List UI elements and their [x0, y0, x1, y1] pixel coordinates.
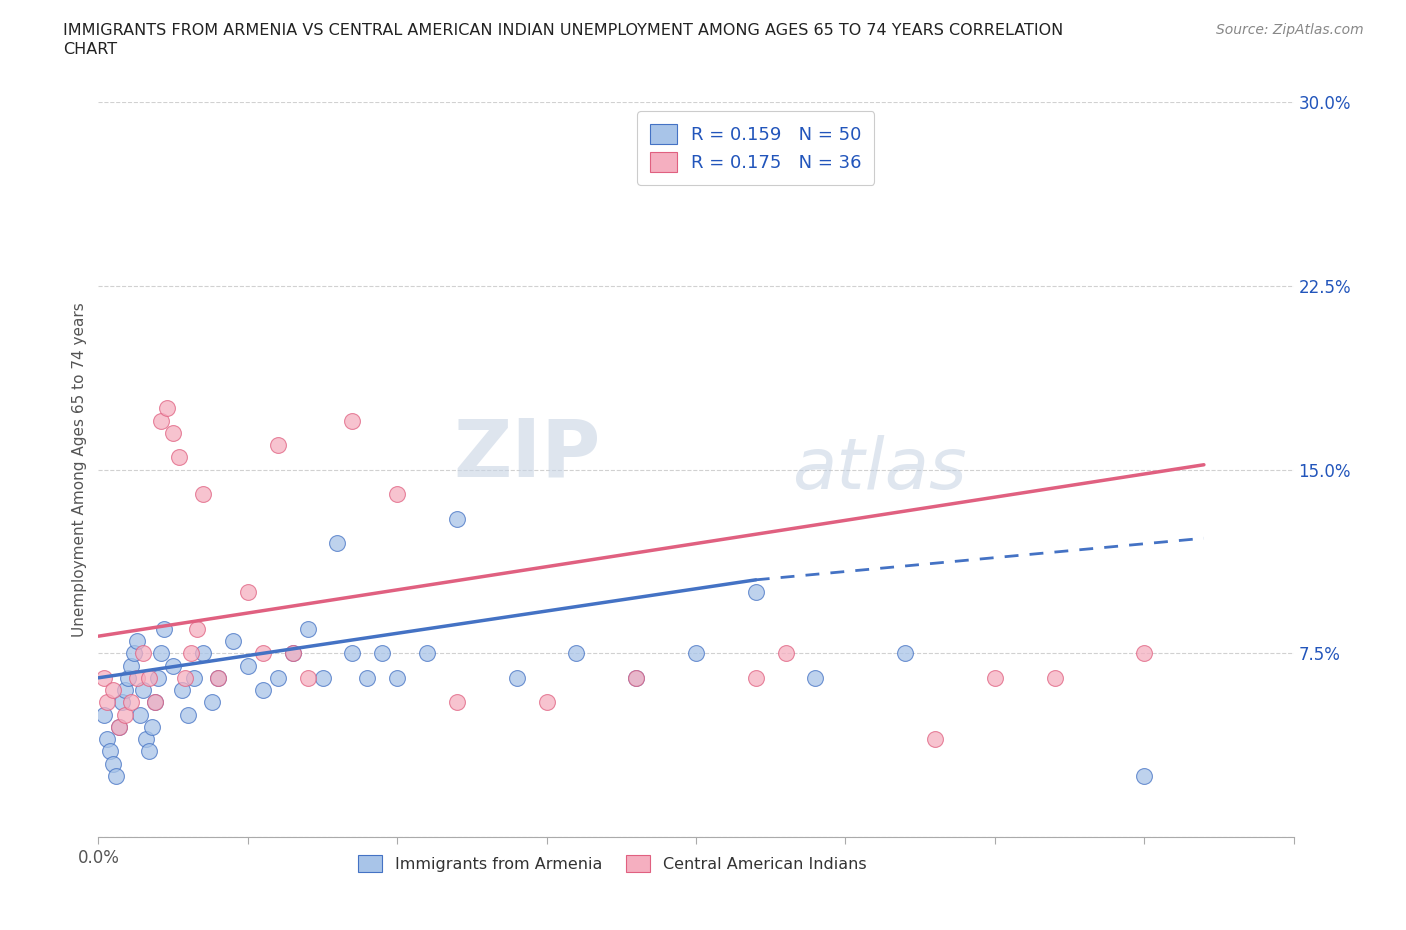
Point: [124, 646, 146, 661]
Point: [385, 671, 409, 685]
Y-axis label: Unemployment Among Ages 65 to 74 years: Unemployment Among Ages 65 to 74 years: [72, 302, 87, 637]
Point: [924, 732, 946, 747]
Point: [356, 671, 378, 685]
Point: [252, 646, 274, 661]
Point: [143, 695, 166, 710]
Point: [156, 401, 179, 416]
Point: [775, 646, 797, 661]
Point: [127, 671, 149, 685]
Point: [281, 646, 304, 661]
Point: [153, 621, 176, 636]
Point: [1133, 646, 1156, 661]
Point: [180, 646, 202, 661]
Point: [183, 671, 205, 685]
Point: [96, 732, 118, 747]
Point: [236, 585, 259, 600]
Point: [371, 646, 394, 661]
Point: [207, 671, 229, 685]
Point: [326, 536, 349, 551]
Point: [103, 756, 125, 771]
Point: [93, 707, 115, 722]
Point: [191, 486, 214, 501]
Point: [111, 695, 134, 710]
Text: IMMIGRANTS FROM ARMENIA VS CENTRAL AMERICAN INDIAN UNEMPLOYMENT AMONG AGES 65 TO: IMMIGRANTS FROM ARMENIA VS CENTRAL AMERI…: [63, 23, 1063, 38]
Point: [167, 450, 190, 465]
Point: [127, 633, 149, 648]
Point: [114, 683, 136, 698]
Point: [138, 744, 160, 759]
Point: [132, 646, 155, 661]
Point: [894, 646, 917, 661]
Point: [207, 671, 229, 685]
Point: [98, 744, 122, 759]
Point: [506, 671, 529, 685]
Point: [685, 646, 707, 661]
Point: [143, 695, 166, 710]
Point: [536, 695, 558, 710]
Point: [120, 695, 142, 710]
Point: [745, 671, 768, 685]
Point: [105, 768, 128, 783]
Point: [297, 621, 319, 636]
Point: [984, 671, 1007, 685]
Point: [236, 658, 259, 673]
Point: [177, 707, 200, 722]
Point: [96, 695, 118, 710]
Point: [93, 671, 115, 685]
Point: [626, 671, 648, 685]
Point: [150, 413, 173, 428]
Text: ZIP: ZIP: [453, 416, 600, 494]
Point: [626, 671, 648, 685]
Point: [141, 720, 163, 735]
Point: [311, 671, 333, 685]
Text: atlas: atlas: [792, 435, 966, 504]
Point: [565, 646, 588, 661]
Point: [103, 683, 125, 698]
Point: [162, 658, 184, 673]
Point: [267, 671, 290, 685]
Point: [108, 720, 131, 735]
Point: [172, 683, 194, 698]
Point: [446, 512, 468, 526]
Point: [834, 144, 856, 159]
Text: CHART: CHART: [63, 42, 117, 57]
Point: [745, 585, 768, 600]
Point: [114, 707, 136, 722]
Point: [150, 646, 173, 661]
Point: [267, 438, 290, 453]
Point: [174, 671, 197, 685]
Point: [1133, 768, 1156, 783]
Point: [342, 413, 364, 428]
Point: [186, 621, 208, 636]
Point: [342, 646, 364, 661]
Point: [1043, 671, 1066, 685]
Point: [297, 671, 319, 685]
Point: [252, 683, 274, 698]
Point: [120, 658, 142, 673]
Point: [281, 646, 304, 661]
Point: [446, 695, 468, 710]
Point: [135, 732, 157, 747]
Point: [804, 671, 827, 685]
Point: [385, 486, 409, 501]
Point: [132, 683, 155, 698]
Point: [416, 646, 439, 661]
Point: [162, 426, 184, 441]
Point: [148, 671, 170, 685]
Point: [117, 671, 139, 685]
Legend: Immigrants from Armenia, Central American Indians: Immigrants from Armenia, Central America…: [350, 847, 875, 881]
Point: [129, 707, 152, 722]
Point: [191, 646, 214, 661]
Point: [222, 633, 245, 648]
Point: [108, 720, 131, 735]
Text: Source: ZipAtlas.com: Source: ZipAtlas.com: [1216, 23, 1364, 37]
Point: [201, 695, 224, 710]
Point: [138, 671, 160, 685]
